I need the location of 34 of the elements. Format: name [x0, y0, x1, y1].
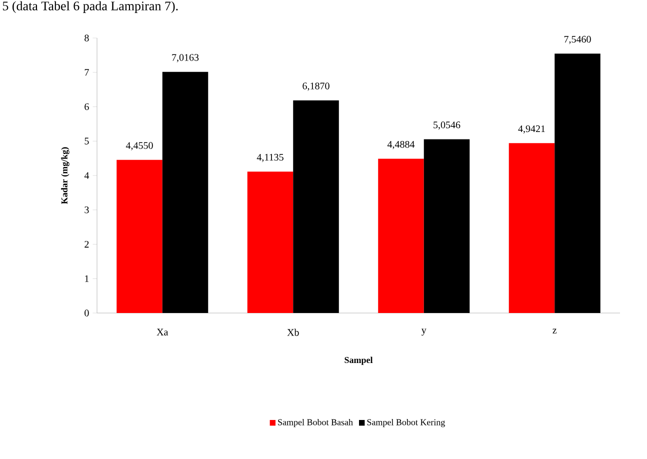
data-label: 7,0163	[172, 54, 199, 62]
data-label: 4,1135	[256, 154, 284, 162]
y-tick-label: 1	[85, 275, 89, 282]
bar	[508, 143, 555, 313]
y-tick-label: 3	[84, 206, 89, 214]
x-tick-label: y	[422, 328, 426, 336]
data-label: 4,9421	[518, 125, 545, 134]
data-label: 4,4884	[387, 140, 415, 150]
y-tick-label: 6	[84, 103, 89, 110]
y-axis-title: Kadar (mg/kg)	[61, 147, 70, 204]
x-tick-label: Xb	[287, 328, 299, 336]
x-tick-label: Xa	[156, 328, 168, 336]
y-tick-label: 8	[84, 34, 89, 42]
text: 5 (data Tabel 6 pada Lampiran 7).	[2, 1, 178, 13]
y-tick-label: 2	[84, 240, 89, 248]
y-tick-label: 4	[84, 172, 90, 179]
bar	[378, 158, 424, 313]
legend-label: Sampel Bobot Basah	[278, 418, 353, 428]
bar	[247, 172, 294, 313]
y-tick-label: 5	[84, 138, 89, 144]
legend-label: Sampel Bobot Kering	[367, 418, 446, 428]
bar	[554, 54, 600, 313]
bar	[162, 72, 208, 313]
y-tick-label: 7	[84, 69, 89, 76]
data-label: 6,1870	[302, 82, 330, 91]
bar	[424, 139, 470, 313]
y-tick-label: 0	[84, 310, 89, 316]
data-label: 5,0546	[434, 122, 460, 130]
bar	[116, 160, 162, 313]
data-label: 7,5460	[564, 36, 591, 44]
data-label: 4,4550	[126, 142, 153, 150]
x-tick-label: z	[552, 328, 557, 334]
bar	[293, 100, 339, 313]
x-axis-title: Sampel	[344, 356, 373, 365]
